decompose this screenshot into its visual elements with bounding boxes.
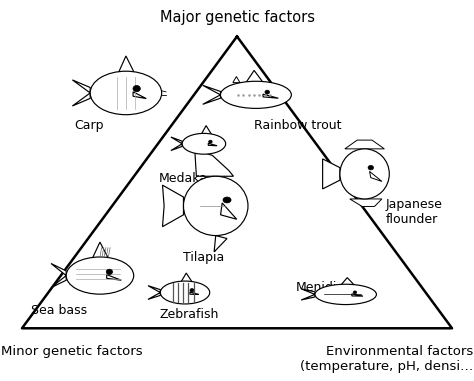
Polygon shape — [148, 286, 160, 299]
Polygon shape — [238, 70, 272, 94]
Ellipse shape — [315, 284, 376, 304]
Polygon shape — [203, 85, 220, 104]
Ellipse shape — [133, 85, 140, 92]
Polygon shape — [51, 264, 66, 288]
Polygon shape — [171, 137, 182, 150]
Text: Tilapia: Tilapia — [182, 251, 224, 264]
Ellipse shape — [90, 71, 162, 115]
Ellipse shape — [66, 257, 134, 294]
Ellipse shape — [183, 176, 248, 235]
Text: Japanese
flounder: Japanese flounder — [386, 199, 443, 226]
Polygon shape — [370, 171, 382, 181]
Ellipse shape — [220, 81, 292, 108]
Polygon shape — [175, 273, 199, 292]
Text: Medaka: Medaka — [159, 172, 208, 185]
Polygon shape — [301, 289, 315, 300]
Polygon shape — [163, 185, 183, 227]
Text: Carp: Carp — [74, 119, 103, 132]
Polygon shape — [233, 77, 240, 83]
Text: Minor genetic factors: Minor genetic factors — [0, 345, 142, 358]
Polygon shape — [85, 242, 117, 275]
Polygon shape — [350, 199, 382, 207]
Text: Sea bass: Sea bass — [31, 304, 88, 317]
Polygon shape — [133, 92, 146, 99]
Polygon shape — [195, 150, 234, 176]
Text: Major genetic factors: Major genetic factors — [159, 10, 315, 25]
Polygon shape — [214, 235, 227, 252]
Polygon shape — [333, 278, 363, 294]
Ellipse shape — [340, 149, 389, 199]
Polygon shape — [196, 126, 217, 143]
Text: Menidia: Menidia — [296, 281, 345, 294]
Text: Environmental factors
(temperature, pH, densi…: Environmental factors (temperature, pH, … — [300, 345, 474, 373]
Polygon shape — [107, 275, 121, 280]
Ellipse shape — [353, 291, 356, 294]
Ellipse shape — [209, 140, 212, 143]
Ellipse shape — [106, 269, 112, 275]
Polygon shape — [110, 56, 144, 92]
Ellipse shape — [190, 288, 194, 292]
Polygon shape — [263, 94, 278, 98]
Polygon shape — [220, 203, 237, 219]
Polygon shape — [345, 140, 384, 149]
Polygon shape — [190, 292, 199, 295]
Ellipse shape — [265, 90, 270, 94]
Ellipse shape — [182, 133, 226, 154]
Polygon shape — [352, 294, 363, 296]
Ellipse shape — [160, 281, 210, 304]
Polygon shape — [323, 159, 340, 189]
Polygon shape — [73, 80, 90, 106]
Ellipse shape — [368, 165, 374, 170]
Polygon shape — [208, 143, 217, 146]
Text: Rainbow trout: Rainbow trout — [254, 119, 341, 132]
Text: Zebrafish: Zebrafish — [159, 308, 219, 321]
Ellipse shape — [223, 197, 231, 203]
